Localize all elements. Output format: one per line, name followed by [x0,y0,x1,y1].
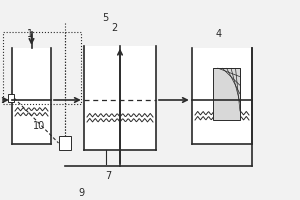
Text: 7: 7 [105,171,111,181]
Bar [3,32,81,104]
Bar [84,46,156,150]
Text: 1: 1 [27,29,33,39]
Bar [8,94,14,102]
Text: 9: 9 [78,188,84,198]
Text: 10: 10 [33,121,45,131]
Text: 5: 5 [102,13,108,23]
Bar [58,136,70,150]
Bar [213,68,240,120]
Bar [12,48,51,144]
Bar [192,48,252,144]
Text: 4: 4 [216,29,222,39]
Text: 2: 2 [111,23,117,33]
